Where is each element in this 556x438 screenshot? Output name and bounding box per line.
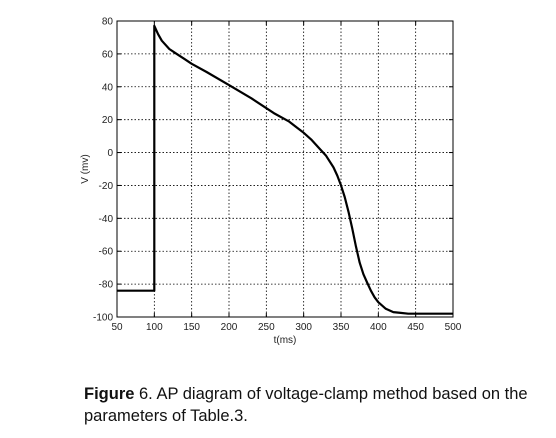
chart: 50 100 150 200 250 300 350 400 450 500806040200-2… — [80, 17, 462, 347]
x-axis-label: t(ms) — [274, 335, 297, 346]
caption-label: Figure — [84, 385, 135, 403]
x-tick-label: 350 — [333, 322, 350, 333]
y-tick-label: -40 — [99, 214, 114, 225]
y-tick-label: -20 — [99, 181, 114, 192]
y-tick-label: 0 — [107, 148, 113, 159]
x-tick-label: 150 — [183, 322, 200, 333]
y-tick-label: -100 — [93, 313, 113, 324]
x-tick-label: 200 — [221, 322, 238, 333]
y-tick-label: 40 — [102, 82, 114, 93]
caption-text: 6. AP diagram of voltage-clamp method ba… — [84, 385, 528, 425]
y-tick-label: -60 — [99, 247, 114, 258]
grid — [117, 21, 453, 317]
y-tick-label: -80 — [99, 280, 114, 291]
ticks — [116, 20, 454, 318]
tick-labels: 50 100 150 200 250 300 350 400 450 500806040200-2… — [93, 17, 462, 334]
series-line — [117, 24, 453, 315]
y-tick-label: 60 — [102, 49, 114, 60]
x-tick-label: 100 — [146, 322, 163, 333]
plot-frame — [116, 20, 454, 318]
figure-caption: Figure 6. AP diagram of voltage-clamp me… — [84, 383, 554, 427]
y-tick-label: 20 — [102, 115, 114, 126]
y-tick-label: 80 — [102, 17, 114, 28]
x-tick-label: 250 — [258, 322, 275, 333]
x-tick-label: 400 — [370, 322, 387, 333]
y-axis-label: V (mv) — [80, 154, 91, 183]
x-tick-label: 300 — [295, 322, 312, 333]
x-tick-label: 50 — [111, 322, 123, 333]
x-tick-label: 500 — [445, 322, 462, 333]
x-tick-label: 450 — [407, 322, 424, 333]
